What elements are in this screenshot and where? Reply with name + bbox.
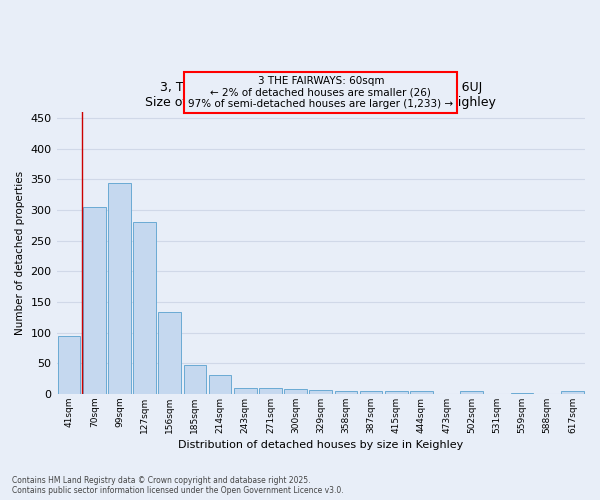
- Bar: [234, 388, 257, 394]
- Y-axis label: Number of detached properties: Number of detached properties: [15, 171, 25, 335]
- Bar: [184, 365, 206, 394]
- Bar: [385, 392, 407, 394]
- Bar: [460, 392, 483, 394]
- Text: 3 THE FAIRWAYS: 60sqm
← 2% of detached houses are smaller (26)
97% of semi-detac: 3 THE FAIRWAYS: 60sqm ← 2% of detached h…: [188, 76, 454, 109]
- Title: 3, THE FAIRWAYS, LOW UTLEY, KEIGHLEY, BD20 6UJ
Size of property relative to deta: 3, THE FAIRWAYS, LOW UTLEY, KEIGHLEY, BD…: [145, 82, 496, 110]
- X-axis label: Distribution of detached houses by size in Keighley: Distribution of detached houses by size …: [178, 440, 463, 450]
- Bar: [561, 392, 584, 394]
- Text: Contains HM Land Registry data © Crown copyright and database right 2025.
Contai: Contains HM Land Registry data © Crown c…: [12, 476, 344, 495]
- Bar: [511, 392, 533, 394]
- Bar: [108, 182, 131, 394]
- Bar: [158, 312, 181, 394]
- Bar: [284, 389, 307, 394]
- Bar: [310, 390, 332, 394]
- Bar: [335, 391, 357, 394]
- Bar: [360, 392, 382, 394]
- Bar: [58, 336, 80, 394]
- Bar: [209, 375, 232, 394]
- Bar: [83, 207, 106, 394]
- Bar: [133, 222, 156, 394]
- Bar: [259, 388, 282, 394]
- Bar: [410, 392, 433, 394]
